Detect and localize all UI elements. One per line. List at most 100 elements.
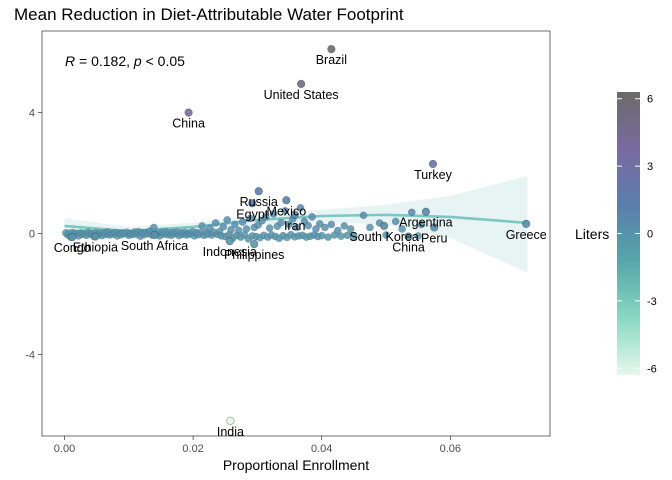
data-point xyxy=(417,220,426,229)
point-label: United States xyxy=(264,88,339,102)
data-point xyxy=(327,220,336,229)
point-label: Iran xyxy=(284,219,306,233)
point-label: Ethiopia xyxy=(73,241,118,255)
data-point xyxy=(150,230,159,240)
legend-tick-label: -6 xyxy=(647,363,657,375)
legend-tick-label: 0 xyxy=(647,229,653,241)
legend-title: Liters xyxy=(575,226,609,242)
points-layer xyxy=(61,45,531,425)
y-axis: -4 0 4 xyxy=(25,108,42,361)
data-point xyxy=(428,159,438,169)
data-point xyxy=(281,206,289,215)
data-point xyxy=(184,108,193,117)
point-label: Russia xyxy=(240,195,278,209)
y-tick-label: 0 xyxy=(29,229,35,241)
point-label: India xyxy=(217,425,244,439)
data-point xyxy=(398,225,406,233)
legend-tick-label: 3 xyxy=(647,161,653,173)
data-point xyxy=(265,224,274,232)
y-tick-label: -4 xyxy=(25,349,35,361)
data-point xyxy=(414,232,423,240)
data-point xyxy=(261,213,270,221)
legend-tick-label: 6 xyxy=(647,94,653,106)
point-label: Egypt xyxy=(236,207,268,221)
data-point xyxy=(292,223,301,232)
data-point xyxy=(337,232,345,241)
data-point xyxy=(359,211,368,220)
data-point xyxy=(308,213,316,221)
x-tick-label: 0.04 xyxy=(311,443,332,455)
point-label: South Africa xyxy=(121,239,188,253)
data-point xyxy=(327,45,336,54)
point-label: Congo xyxy=(54,241,91,255)
point-label: Mexico xyxy=(267,204,307,218)
point-label: South Korea xyxy=(349,230,419,244)
data-point xyxy=(68,233,77,242)
data-point xyxy=(198,222,206,230)
data-point xyxy=(231,220,239,229)
data-point xyxy=(290,210,299,219)
x-tick-label: 0.02 xyxy=(182,443,203,455)
data-point xyxy=(238,218,247,226)
data-point xyxy=(234,226,243,235)
data-point xyxy=(430,223,439,232)
point-label: China xyxy=(172,117,205,131)
data-point xyxy=(277,218,286,227)
data-point xyxy=(269,210,278,218)
data-point xyxy=(91,232,100,241)
data-point xyxy=(321,223,329,232)
point-label: Greece xyxy=(506,228,547,242)
x-tick-label: 0.06 xyxy=(440,443,461,455)
data-point xyxy=(282,196,291,205)
point-label: Brazil xyxy=(316,53,347,67)
data-point xyxy=(227,226,235,234)
point-label: Peru xyxy=(421,231,447,245)
y-tick-label: 4 xyxy=(29,108,35,120)
x-tick-label: 0.00 xyxy=(54,443,75,455)
data-point xyxy=(250,239,259,249)
data-point xyxy=(340,222,349,230)
point-label: Turkey xyxy=(414,168,452,182)
data-point xyxy=(366,223,374,232)
data-point xyxy=(391,217,400,226)
data-point xyxy=(312,225,320,233)
data-point xyxy=(285,220,293,229)
data-point xyxy=(404,232,413,241)
legend-ticks: 6 3 0 -3 -6 xyxy=(617,94,657,375)
data-point xyxy=(324,233,333,241)
chart-title: Mean Reduction in Diet-Attributable Wate… xyxy=(14,5,404,24)
data-point xyxy=(379,221,389,231)
data-point xyxy=(297,79,306,88)
data-point xyxy=(522,219,531,228)
data-point xyxy=(296,203,305,212)
data-point xyxy=(333,226,342,235)
data-point xyxy=(242,225,251,233)
legend-tick-label: -3 xyxy=(647,296,657,308)
data-point xyxy=(350,232,358,241)
x-axis: 0.00 0.02 0.04 0.06 xyxy=(54,436,461,455)
color-legend: Liters 6 3 0 -3 -6 xyxy=(575,92,657,375)
data-point xyxy=(407,208,416,217)
data-point xyxy=(315,219,324,228)
data-point xyxy=(219,223,228,231)
point-label: Argentina xyxy=(399,216,453,230)
data-point xyxy=(225,236,234,246)
data-point xyxy=(223,216,232,224)
data-point xyxy=(304,221,313,230)
data-point xyxy=(248,199,257,208)
correlation-annotation: R = 0.182, p < 0.05 xyxy=(65,53,185,69)
data-point xyxy=(346,225,355,233)
data-point xyxy=(421,207,430,216)
data-point xyxy=(246,214,255,223)
point-label: Philippines xyxy=(224,248,284,262)
legend-colorbar xyxy=(617,92,640,375)
data-point xyxy=(211,219,220,227)
data-point xyxy=(226,416,235,425)
data-point xyxy=(317,231,326,240)
point-labels: Brazil United States China Turkey RussiaMexi… xyxy=(54,53,547,439)
data-point xyxy=(254,187,263,196)
point-label: China xyxy=(392,241,425,255)
point-label: Indonesia xyxy=(203,245,257,259)
data-point xyxy=(382,231,390,239)
